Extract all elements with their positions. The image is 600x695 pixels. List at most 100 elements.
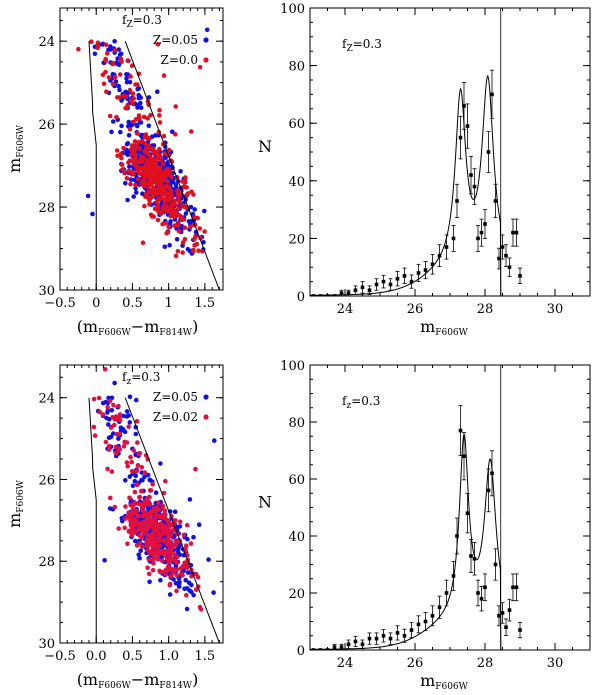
scatter-point (127, 495, 132, 501)
scatter-point (127, 474, 133, 479)
data-point (332, 294, 337, 296)
scatter-point (131, 194, 136, 199)
data-point (472, 184, 477, 189)
scatter-point (169, 174, 174, 180)
scatter-point (155, 41, 161, 47)
data-point (346, 642, 351, 647)
x-tick-label: 1 (165, 296, 173, 311)
scatter-point (169, 180, 174, 185)
scatter-point (123, 478, 128, 483)
scatter-point (117, 52, 123, 57)
scatter-point (106, 443, 112, 449)
y-tick-label: 0 (297, 644, 305, 659)
scatter-point (176, 582, 182, 587)
scatter-point (147, 201, 152, 207)
scatter-point (137, 533, 142, 538)
scatter-point (143, 141, 148, 147)
scatter-point (103, 58, 109, 63)
scatter-point (144, 162, 150, 168)
scatter-point (183, 546, 188, 551)
scatter-point (174, 573, 180, 578)
data-point (416, 271, 421, 275)
scatter-point (166, 559, 171, 565)
scatter-point (145, 180, 150, 186)
scatter-point (134, 543, 140, 548)
legend-marker-1 (203, 57, 209, 63)
x-tick-label: 24 (337, 656, 354, 671)
scatter-point (146, 557, 152, 562)
scatter-point (180, 250, 185, 255)
legend-label-0: Z=0.05 (153, 390, 198, 404)
scatter-point (172, 552, 177, 557)
scatter-point (161, 169, 166, 175)
scatter-point (112, 39, 117, 44)
scatter-point (128, 147, 134, 152)
scatter-point (173, 132, 178, 137)
scatter-point (134, 508, 139, 514)
scatter-point (184, 606, 190, 612)
scatter-point (115, 56, 120, 61)
scatter-point (181, 532, 187, 538)
panel-cmd-bottom: fz=0.3 Z=0.05 Z=0.02 −0.5 0.0 0.5 1.0 1.5 24 26 28… (5, 364, 224, 691)
scatter-point (147, 502, 153, 507)
scatter-point (112, 422, 117, 428)
scatter-point (125, 141, 131, 146)
scatter-point (117, 447, 123, 452)
scatter-point (97, 409, 102, 415)
scatter-point (146, 189, 152, 195)
scatter-point (136, 93, 141, 98)
scatter-point (105, 404, 110, 410)
scatter-point (141, 114, 147, 120)
scatter-point (114, 148, 120, 153)
scatter-point (135, 482, 140, 487)
scatter-point (95, 45, 100, 51)
scatter-point (127, 158, 133, 163)
y-tick-label: 80 (288, 60, 305, 75)
data-point (444, 591, 449, 595)
scatter-point (172, 223, 177, 228)
y-axis-label: mF606W (5, 479, 26, 528)
scatter-point (110, 81, 116, 87)
scatter-point (114, 60, 119, 65)
scatter-point (185, 570, 191, 575)
scatter-point (121, 93, 126, 99)
scatter-point (158, 578, 163, 583)
scatter-point (149, 182, 154, 187)
scatter-point (118, 129, 123, 135)
scatter-point (110, 119, 116, 124)
scatter-point (179, 217, 185, 222)
scatter-point (91, 396, 97, 402)
scatter-point (196, 522, 202, 527)
y-tick-label: 80 (288, 416, 305, 431)
scatter-point (100, 72, 106, 77)
data-point (395, 631, 400, 635)
scatter-point (166, 207, 171, 213)
scatter-point (138, 548, 143, 554)
scatter-point (160, 207, 166, 212)
data-point (381, 633, 386, 638)
data-point (472, 557, 477, 561)
x-tick-label: 28 (477, 302, 494, 317)
scatter-point (125, 152, 131, 158)
data-point (451, 574, 456, 578)
scatter-point (113, 79, 119, 84)
scatter-point (135, 440, 140, 445)
scatter-point (172, 567, 178, 573)
scatter-point (106, 75, 112, 80)
scatter-point (125, 541, 130, 546)
scatter-point (159, 185, 164, 191)
plot-area (88, 367, 220, 643)
scatter-point (136, 113, 142, 118)
legend-marker-1 (203, 414, 209, 420)
scatter-point (109, 408, 115, 413)
scatter-point (128, 181, 133, 187)
scatter-point (119, 155, 124, 161)
scatter-point (116, 526, 121, 531)
scatter-point (183, 175, 188, 180)
plot-frame (59, 7, 224, 291)
scatter-point (95, 40, 101, 45)
scatter-point (157, 513, 162, 518)
scatter-point (159, 554, 164, 560)
scatter-point (153, 525, 159, 530)
scatter-point (153, 543, 159, 549)
